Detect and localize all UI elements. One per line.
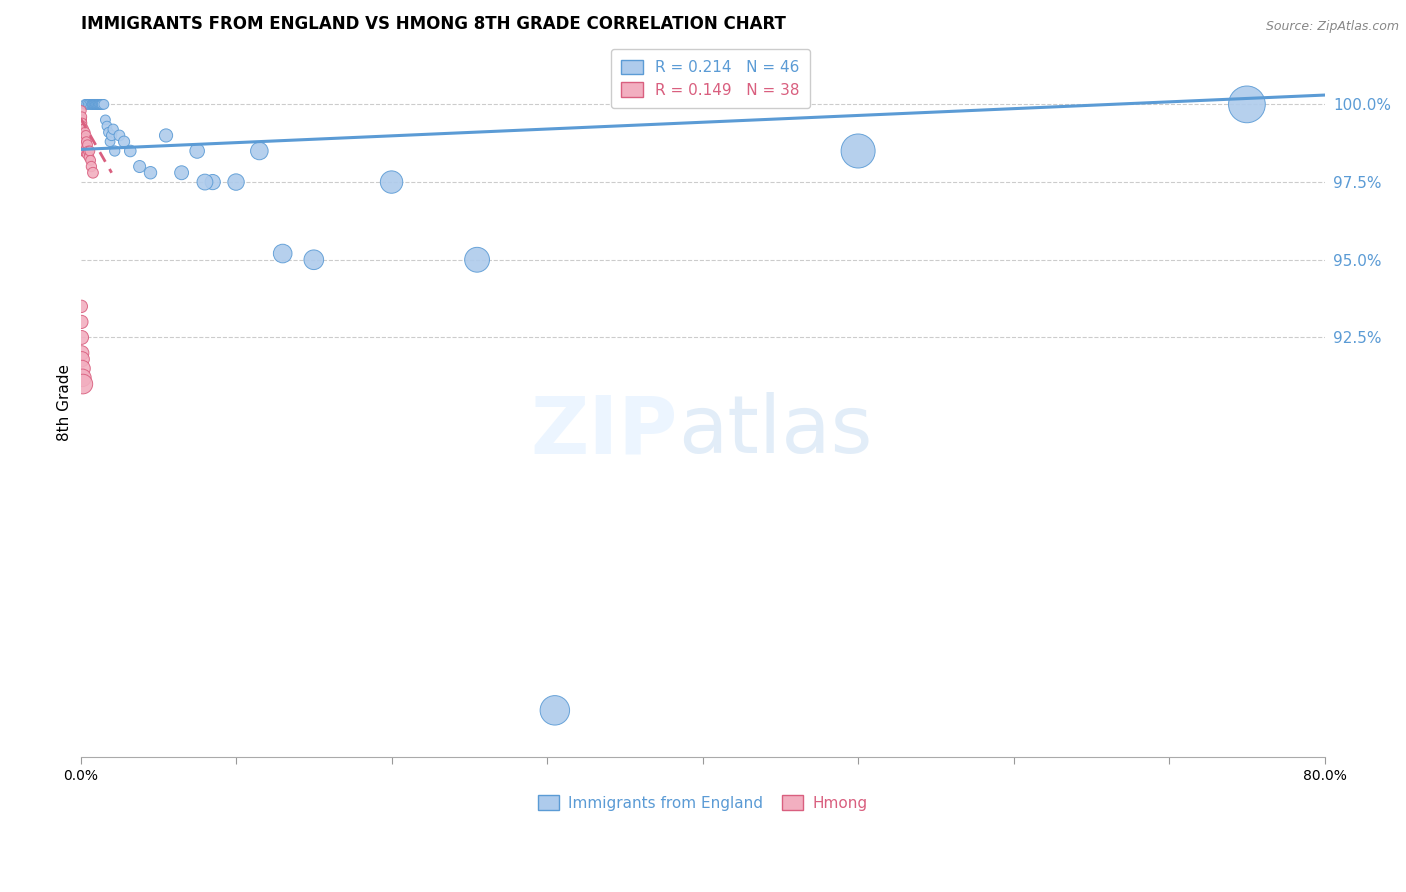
Point xyxy=(73,128,96,143)
Point xyxy=(70,137,93,152)
Point xyxy=(75,135,97,149)
Point xyxy=(302,252,325,267)
Point xyxy=(76,141,98,155)
Point xyxy=(76,97,98,112)
Point xyxy=(225,175,247,189)
Point xyxy=(86,97,108,112)
Point xyxy=(79,144,101,158)
Point xyxy=(70,110,93,124)
Point xyxy=(72,137,94,152)
Point xyxy=(76,137,98,152)
Point xyxy=(75,128,97,143)
Point xyxy=(70,352,93,367)
Point xyxy=(72,122,94,136)
Point xyxy=(70,112,93,127)
Point xyxy=(96,119,118,133)
Point xyxy=(544,703,567,717)
Point xyxy=(1236,97,1258,112)
Point xyxy=(108,128,131,143)
Point xyxy=(98,135,121,149)
Point xyxy=(70,346,93,360)
Point xyxy=(77,97,100,112)
Point xyxy=(846,144,869,158)
Point xyxy=(72,371,94,385)
Point xyxy=(70,103,93,118)
Point xyxy=(72,141,94,155)
Point xyxy=(73,137,96,152)
Point xyxy=(83,97,105,112)
Point xyxy=(70,144,93,158)
Text: atlas: atlas xyxy=(678,392,872,470)
Point xyxy=(70,299,93,313)
Point xyxy=(75,131,97,145)
Point xyxy=(101,122,124,136)
Point xyxy=(70,131,93,145)
Point xyxy=(75,144,97,158)
Point xyxy=(70,315,93,329)
Point xyxy=(186,144,208,158)
Point xyxy=(72,377,94,392)
Y-axis label: 8th Grade: 8th Grade xyxy=(58,364,72,442)
Point xyxy=(89,97,111,112)
Point xyxy=(80,97,103,112)
Point xyxy=(247,144,270,158)
Point xyxy=(72,131,94,145)
Point xyxy=(70,125,93,139)
Text: IMMIGRANTS FROM ENGLAND VS HMONG 8TH GRADE CORRELATION CHART: IMMIGRANTS FROM ENGLAND VS HMONG 8TH GRA… xyxy=(80,15,786,33)
Point xyxy=(100,128,122,143)
Point xyxy=(82,97,104,112)
Point xyxy=(72,128,94,143)
Point xyxy=(201,175,224,189)
Point xyxy=(271,246,294,260)
Point xyxy=(380,175,402,189)
Point xyxy=(75,137,97,152)
Point xyxy=(82,166,104,180)
Point xyxy=(86,97,108,112)
Point xyxy=(72,135,94,149)
Point xyxy=(84,97,107,112)
Point xyxy=(80,160,103,174)
Point xyxy=(90,97,112,112)
Point xyxy=(97,125,120,139)
Point xyxy=(170,166,193,180)
Point xyxy=(90,97,112,112)
Point xyxy=(70,119,93,133)
Point xyxy=(70,330,93,344)
Point xyxy=(72,125,94,139)
Point xyxy=(70,361,93,376)
Point xyxy=(112,135,135,149)
Point xyxy=(93,97,115,112)
Point xyxy=(82,97,104,112)
Point xyxy=(79,97,101,112)
Point xyxy=(84,97,107,112)
Point xyxy=(83,97,105,112)
Point xyxy=(87,97,110,112)
Point xyxy=(75,97,97,112)
Point xyxy=(194,175,217,189)
Point xyxy=(72,122,94,136)
Point xyxy=(76,147,98,161)
Legend: Immigrants from England, Hmong: Immigrants from England, Hmong xyxy=(531,789,873,816)
Point xyxy=(155,128,177,143)
Point xyxy=(72,135,94,149)
Point xyxy=(139,166,162,180)
Text: ZIP: ZIP xyxy=(530,392,678,470)
Point xyxy=(79,153,101,168)
Point xyxy=(91,97,114,112)
Point xyxy=(72,128,94,143)
Text: Source: ZipAtlas.com: Source: ZipAtlas.com xyxy=(1265,20,1399,33)
Point xyxy=(73,144,96,158)
Point xyxy=(465,252,488,267)
Point xyxy=(128,160,150,174)
Point xyxy=(77,150,100,164)
Point xyxy=(94,112,117,127)
Point xyxy=(104,144,127,158)
Point xyxy=(75,125,97,139)
Point xyxy=(72,128,94,143)
Point xyxy=(89,97,111,112)
Point xyxy=(120,144,142,158)
Point xyxy=(77,144,100,158)
Point xyxy=(70,116,93,130)
